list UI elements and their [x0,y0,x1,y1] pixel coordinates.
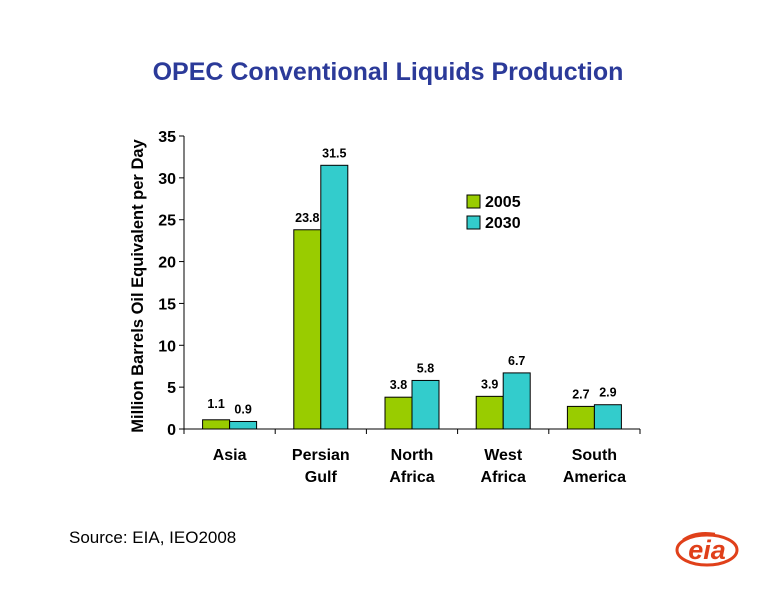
y-tick-label: 15 [158,296,176,313]
data-label-2030: 31.5 [322,146,346,160]
category-label: Gulf [305,469,338,486]
legend-swatch-2030 [466,215,481,230]
y-tick-label: 25 [158,213,176,230]
data-label-2005: 2.7 [572,387,589,401]
bars [202,164,622,430]
bar-2030 [593,404,622,430]
bar-2030 [411,379,440,430]
y-tick-label: 10 [158,338,176,355]
legend: 2005 2030 [466,194,521,232]
bar-2030 [320,164,349,430]
y-tick-label: 35 [158,129,176,146]
bar-2030 [502,372,531,430]
eia-logo-text: eia [688,535,726,565]
bar-2005 [475,395,504,430]
data-label-2005: 3.9 [481,377,498,391]
chart-title: OPEC Conventional Liquids Production [152,58,624,86]
bar-2030 [229,420,258,430]
data-label-2030: 0.9 [234,402,251,416]
data-label-2030: 5.8 [417,361,434,375]
category-label: North [391,447,434,464]
y-tick-label: 20 [158,255,176,272]
bar-2005 [202,419,231,430]
data-label-2030: 2.9 [599,386,616,400]
bar-2005 [566,405,595,430]
category-label: Africa [389,469,434,486]
category-label: West [484,447,523,464]
legend-swatch-2005 [466,194,481,209]
category-label: Persian [292,447,350,464]
category-label: Asia [213,447,247,464]
eia-logo: eia [675,528,739,573]
data-labels: 1.1 0.9 23.8 31.5 3.8 5.8 3.9 6.7 2.7 2.9 [207,146,616,416]
y-axis-label: Million Barrels Oil Equivalent per Day [129,138,147,432]
category-label: Africa [481,469,526,486]
bar-2005 [293,229,322,430]
eia-logo-mark: eia [675,532,739,567]
data-label-2005: 23.8 [295,211,319,225]
category-label: America [563,469,626,486]
y-tick-label: 0 [167,422,176,439]
y-axis-ticks: 0 5 10 15 20 25 30 35 [158,129,184,439]
y-tick-label: 5 [167,380,176,397]
category-labels: Asia Persian Gulf North Africa West Africa Sout… [183,429,641,486]
category-label: South [572,447,617,464]
source-note: Source: EIA, IEO2008 [69,528,237,547]
legend-label-2005: 2005 [485,194,521,211]
data-label-2030: 6.7 [508,354,525,368]
data-label-2005: 1.1 [207,397,224,411]
y-tick-label: 30 [158,171,176,188]
legend-label-2030: 2030 [485,215,521,232]
bar-2005 [384,396,413,430]
data-label-2005: 3.8 [390,378,407,392]
